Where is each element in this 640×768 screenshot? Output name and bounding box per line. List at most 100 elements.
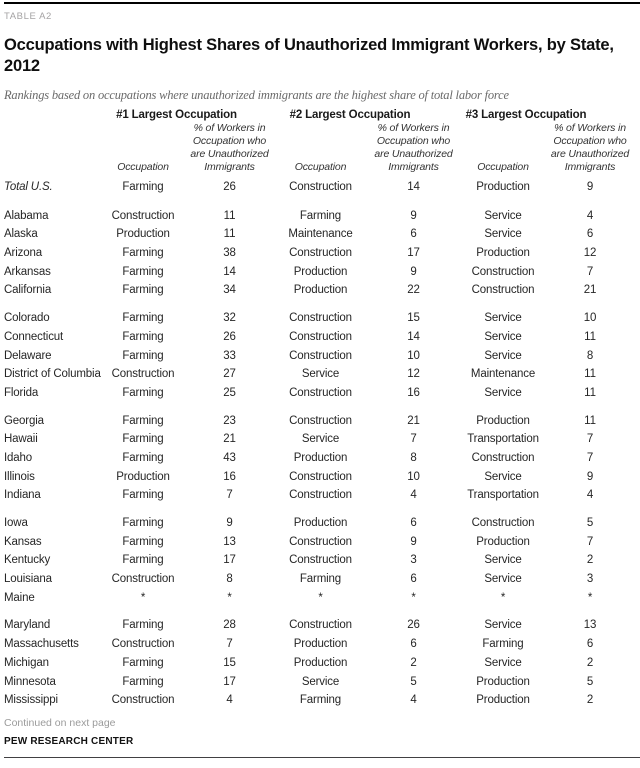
occupation-cell: Construction [111, 694, 175, 707]
table-row: Kansas Farming 13 Construction 9 Production 7 [4, 533, 640, 552]
occupation-cell: Production [476, 181, 530, 193]
state-label: Alabama [4, 209, 49, 222]
occupation-cell: Service [301, 368, 340, 381]
bottom-rule [4, 756, 640, 758]
state-label: Delaware [4, 349, 52, 362]
state-label: Louisiana [4, 573, 52, 586]
occupation-cell: Farming [122, 284, 164, 297]
occupation-cell: Farming [122, 247, 164, 260]
pct-cell: 4 [410, 489, 417, 502]
table-header: #1 Largest Occupation #2 Largest Occupat… [4, 108, 640, 174]
occupation-cell: Service [484, 330, 522, 343]
table-row: Mississippi Construction 4 Farming 4 Producti… [4, 691, 640, 710]
occupation-cell: * [318, 591, 323, 604]
pct-cell: 7 [226, 638, 233, 651]
state-group: Alabama Construction 11 Farming 9 Service 4 Ala… [4, 207, 640, 300]
pct-cell: 12 [407, 368, 420, 381]
pct-cell: 6 [410, 638, 417, 651]
pct-cell: 25 [223, 386, 236, 399]
group-header-3: #3 Largest Occupation [465, 109, 587, 121]
occupation-cell: Production [293, 265, 348, 278]
occupation-cell: * [140, 591, 146, 604]
pct-cell: 22 [407, 284, 420, 297]
pct-cell: 9 [410, 209, 417, 222]
occupation-cell: Construction [289, 349, 352, 362]
pct-cell: 32 [223, 312, 236, 325]
occupation-cell: Production [293, 517, 348, 529]
state-label: California [4, 284, 52, 297]
top-rule [4, 2, 640, 4]
pct-cell: 15 [223, 656, 236, 669]
state-label: Alaska [4, 228, 38, 241]
pct-cell: 9 [410, 535, 417, 548]
occupation-cell: Maintenance [288, 228, 353, 241]
pct-cell: 7 [586, 433, 594, 446]
pct-header-1: % of Workers in Occupation who are Unaut… [190, 122, 269, 173]
pct-cell: 21 [407, 414, 420, 427]
occupation-cell: Service [484, 386, 522, 399]
occupation-cell: Farming [122, 433, 164, 446]
occupation-cell: Construction [471, 265, 535, 278]
occupation-cell: Construction [289, 470, 352, 483]
state-label: Michigan [4, 656, 49, 669]
occupation-cell: Construction [111, 638, 175, 651]
pct-cell: 26 [223, 181, 236, 193]
occupation-cell: Farming [122, 517, 164, 529]
occupation-header-3: Occupation [477, 161, 529, 173]
pct-cell: 10 [583, 312, 597, 325]
table-body: Alabama Construction 11 Farming 9 Service 4 Ala… [4, 207, 640, 710]
occupation-cell: Production [293, 656, 348, 669]
group-header-1: #1 Largest Occupation [116, 109, 237, 121]
occupation-cell: Production [293, 451, 348, 464]
column-header-row: Occupation % of Workers in Occupation wh… [4, 122, 640, 174]
occupation-cell: Production [476, 247, 530, 260]
table-row: Total U.S. Farming 26 Construction 14 Product… [4, 178, 640, 197]
table-row: Iowa Farming 9 Production 6 Construction 5 [4, 514, 640, 533]
occupation-cell: Service [484, 656, 522, 669]
pct-cell: 8 [586, 349, 594, 362]
occupation-cell: Production [116, 228, 170, 241]
pct-cell: 13 [223, 535, 236, 548]
table-row: Maryland Farming 28 Construction 26 Service 13 [4, 616, 640, 635]
table-row: Michigan Farming 15 Production 2 Service 2 [4, 654, 640, 673]
pct-cell: 4 [410, 694, 417, 707]
table-row: Alabama Construction 11 Farming 9 Service 4 [4, 207, 640, 226]
pct-cell: 9 [586, 181, 594, 193]
pct-cell: 38 [223, 247, 236, 260]
occupation-cell: Construction [289, 181, 352, 193]
state-group: Colorado Farming 32 Construction 15 Service 10… [4, 309, 640, 402]
occupation-cell: Service [301, 675, 340, 688]
pct-cell: 4 [226, 694, 233, 707]
pct-cell: 23 [223, 414, 236, 427]
table-row: Arkansas Farming 14 Production 9 Construction… [4, 263, 640, 282]
occupation-cell: Farming [122, 414, 164, 427]
pct-cell: 12 [583, 247, 597, 260]
state-label: Indiana [4, 489, 41, 502]
pct-header-3: % of Workers in Occupation who are Unaut… [550, 122, 630, 173]
occupation-cell: Maintenance [470, 368, 536, 381]
pct-cell: 14 [223, 265, 236, 278]
occupation-header-1: Occupation [117, 161, 169, 173]
pct-cell: 5 [410, 675, 417, 688]
pct-cell: 6 [410, 517, 417, 529]
occupation-cell: Construction [111, 573, 175, 586]
pct-cell: 27 [223, 368, 236, 381]
pct-cell: 2 [586, 554, 594, 567]
pct-cell: 3 [410, 554, 417, 567]
state-group: Maryland Farming 28 Construction 26 Service 13… [4, 616, 640, 709]
pct-cell: 3 [586, 573, 594, 586]
occupation-cell: Farming [122, 330, 164, 343]
table-row: Hawaii Farming 21 Service 7 Transportation 7 [4, 430, 640, 449]
state-label: Iowa [4, 517, 28, 529]
pct-cell: 5 [586, 517, 594, 529]
table-row: Massachusetts Construction 7 Production 6 Far… [4, 635, 640, 654]
pct-cell: 26 [407, 619, 420, 632]
occupation-cell: Construction [111, 209, 175, 222]
occupation-cell: Construction [471, 451, 535, 464]
occupation-header-2: Occupation [294, 161, 347, 173]
occupation-cell: Farming [299, 694, 342, 707]
state-label: Kansas [4, 535, 42, 548]
table-row: District of Columbia Construction 27 Servic… [4, 365, 640, 384]
state-label: District of Columbia [4, 368, 101, 381]
table-row: Kentucky Farming 17 Construction 3 Service 2 [4, 551, 640, 570]
